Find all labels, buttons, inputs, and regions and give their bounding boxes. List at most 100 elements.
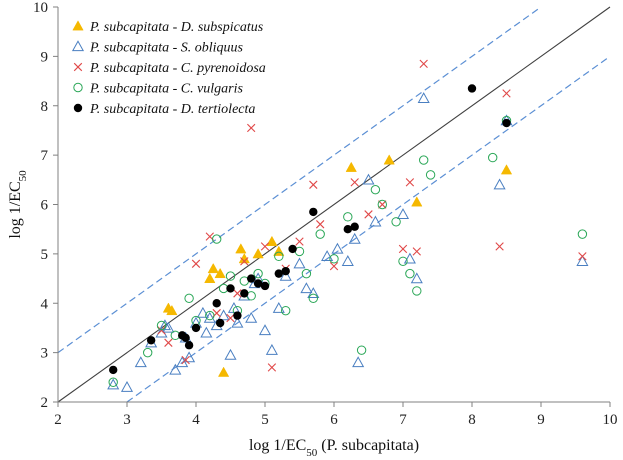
data-point (191, 259, 201, 268)
data-point (578, 252, 587, 261)
data-point (577, 229, 588, 239)
data-point (362, 173, 375, 185)
data-point (412, 247, 421, 256)
y-tick-label: 4 (41, 296, 49, 312)
y-tick-label: 6 (41, 198, 49, 214)
data-point (215, 318, 225, 328)
data-point (247, 274, 256, 283)
data-point (307, 287, 320, 299)
data-point (405, 178, 415, 187)
data-point (356, 345, 367, 355)
data-point (281, 266, 290, 276)
data-point (191, 323, 201, 333)
data-point (200, 326, 213, 338)
data-point (224, 348, 237, 360)
data-point (120, 380, 134, 392)
data-point (378, 200, 387, 209)
data-point (398, 244, 408, 254)
data-points (107, 59, 589, 392)
data-point (467, 84, 477, 93)
data-point (279, 269, 292, 281)
data-point (495, 242, 504, 251)
data-point (240, 257, 249, 266)
data-point (348, 232, 361, 244)
data-point (205, 310, 215, 321)
legend-marker (73, 62, 83, 72)
data-point (253, 268, 263, 279)
data-point (166, 304, 178, 316)
data-point (225, 271, 236, 281)
data-point (350, 222, 359, 231)
x-tick-label: 8 (468, 412, 476, 428)
data-point (226, 313, 235, 323)
data-point (410, 272, 423, 284)
data-point (308, 293, 318, 304)
data-point (235, 243, 247, 254)
data-point (274, 251, 284, 262)
data-point (267, 363, 277, 372)
data-point (295, 237, 304, 246)
legend-entry: P. subcapitata - D. subspicatus (89, 20, 264, 35)
data-point (502, 89, 511, 98)
legend-marker (73, 82, 83, 93)
legend-entry: P. subcapitata - C. vulgaris (89, 82, 244, 97)
data-point (252, 248, 264, 259)
data-point (212, 234, 222, 244)
data-point (341, 255, 354, 266)
y-tick-label: 2 (41, 395, 49, 411)
data-point (272, 301, 285, 313)
series-1 (162, 154, 513, 377)
data-point (233, 311, 242, 320)
data-point (377, 199, 387, 210)
y-tick-label: 7 (41, 148, 49, 164)
x-tick-label: 10 (603, 412, 618, 428)
legend-marker (72, 20, 84, 31)
data-point (156, 320, 167, 331)
x-tick-label: 5 (261, 412, 269, 428)
data-point (331, 242, 344, 254)
data-point (258, 324, 272, 336)
x-tick-label: 7 (399, 412, 407, 428)
data-point (274, 269, 283, 278)
data-point (425, 170, 436, 180)
x-tick-label: 9 (537, 412, 545, 428)
data-point (226, 284, 235, 293)
data-point (240, 289, 249, 298)
data-point (217, 366, 230, 377)
data-point (488, 152, 498, 163)
identity-line (57, 6, 611, 403)
data-point (345, 161, 357, 172)
data-point (214, 267, 226, 279)
series-4 (108, 115, 588, 387)
data-point (309, 207, 318, 217)
data-point (419, 59, 428, 68)
data-point (405, 268, 415, 279)
data-point (343, 224, 352, 234)
data-point (212, 299, 221, 308)
y-tick-label: 3 (41, 346, 49, 362)
data-point (146, 336, 156, 345)
series-2 (107, 92, 589, 392)
x-tick-label: 3 (123, 412, 131, 428)
data-point (157, 326, 166, 335)
data-point (398, 256, 408, 266)
series-3 (157, 59, 587, 372)
data-point (369, 215, 382, 227)
data-point (411, 196, 423, 207)
data-point (196, 306, 209, 318)
data-point (576, 255, 589, 266)
data-point (396, 208, 410, 220)
data-point (217, 309, 230, 321)
data-point (316, 220, 325, 229)
legend-marker (73, 103, 83, 113)
data-point (502, 118, 511, 128)
data-point (266, 235, 278, 246)
data-point (162, 321, 175, 333)
y-tick-label: 10 (33, 0, 48, 16)
data-point (253, 279, 263, 288)
legend: P. subcapitata - D. subspicatus P. subcap… (71, 20, 266, 117)
y-tick-label: 9 (41, 49, 49, 65)
data-point (108, 377, 118, 387)
data-point (183, 351, 196, 363)
